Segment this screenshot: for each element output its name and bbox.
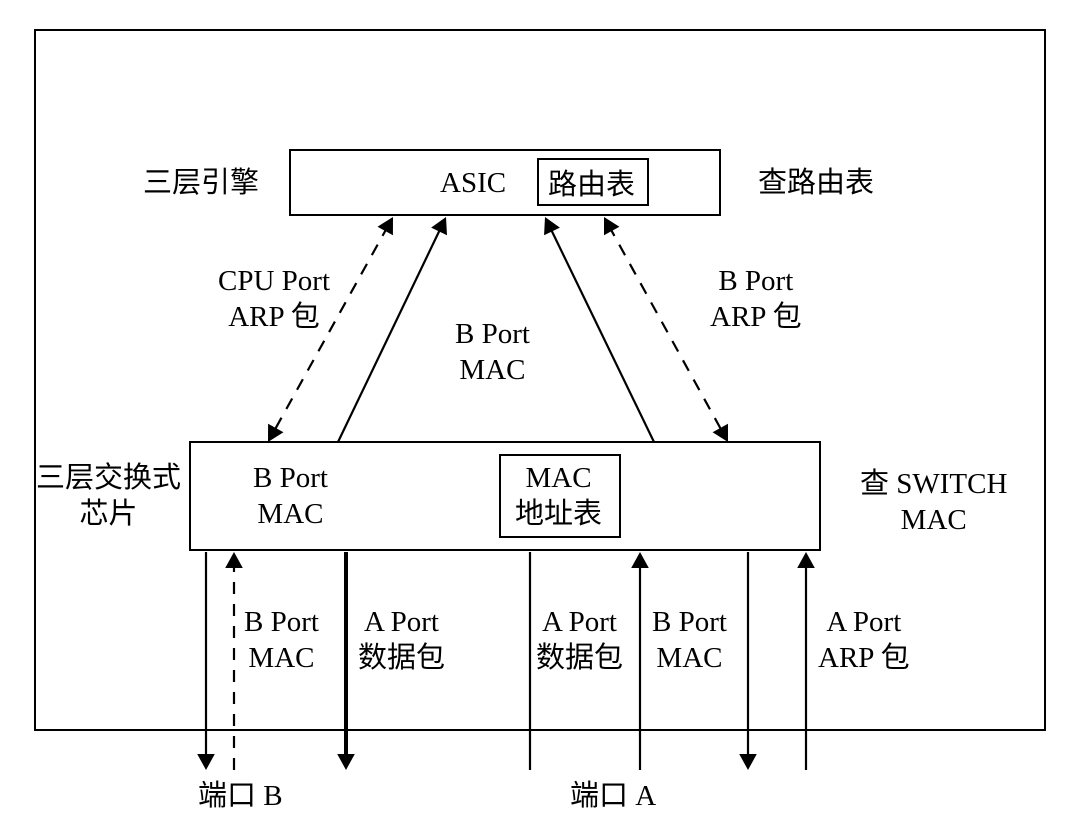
arrow-diag_dash_right [609,225,724,433]
label-l3-engine: 三层引擎 [143,165,259,201]
label-routing-table: 路由表 [548,167,635,203]
label-port-b: 端口 B [198,778,283,814]
label-b-port-mac-mid: B Port MAC [253,460,328,533]
label-b-port-arp: B Port ARP 包 [710,263,802,336]
diagram-svg [0,0,1080,838]
label-lookup-switch-mac: 查 SWITCH MAC [860,466,1007,539]
label-asic: ASIC [440,165,506,201]
label-mac-addr-table: MAC 地址表 [515,460,602,533]
label-bot-a-port-data-l: A Port 数据包 [358,604,445,677]
label-lookup-rt: 查路由表 [758,165,874,201]
label-bot-a-port-data-r: A Port 数据包 [536,604,623,677]
arrow-diag_solid_left [338,226,442,442]
label-l3-switch-chip: 三层交换式 芯片 [36,460,181,533]
label-cpu-port-arp: CPU Port ARP 包 [218,263,330,336]
diagram-stage: 三层引擎 ASIC 路由表 查路由表 CPU Port ARP 包 B Port MAC B… [0,0,1080,838]
label-bot-b-port-mac-r: B Port MAC [652,604,727,677]
arrow-diag_solid_right [549,226,654,442]
label-port-a: 端口 A [570,778,656,814]
label-b-port-mac-top: B Port MAC [455,316,530,389]
label-bot-a-port-arp: A Port ARP 包 [818,604,910,677]
label-bot-b-port-mac: B Port MAC [244,604,319,677]
